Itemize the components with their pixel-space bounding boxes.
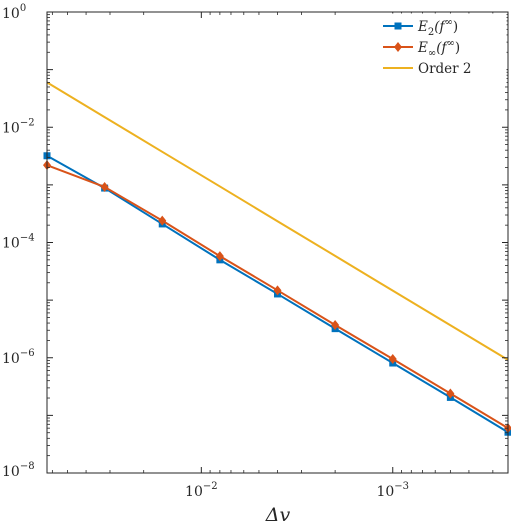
series-1-point-5 (331, 320, 340, 331)
plot-lines (43, 81, 511, 436)
legend-marker-0 (394, 22, 402, 30)
legend-label-1: E∞(f∞) (417, 38, 460, 59)
y-tick-label-2: 10−4 (2, 233, 35, 252)
x-tick-label-0: 10−2 (185, 481, 218, 500)
legend-label-2: Order 2 (418, 61, 472, 77)
series-1-point-4 (273, 285, 282, 296)
y-tick-label-0: 100 (2, 3, 26, 22)
legend-marker-1 (394, 42, 402, 52)
legend: E2(f∞)E∞(f∞) Order 2 (379, 13, 507, 84)
x-tick-label-1: 10−3 (376, 481, 409, 500)
series-1-point-2 (158, 215, 167, 226)
series-1-point-7 (446, 388, 455, 399)
tick-labels: 100 10−2 10−4 10−6 10−8 10−2 10−3 (2, 3, 409, 500)
series-1-point-1 (100, 181, 109, 192)
series-1-point-6 (388, 354, 397, 365)
y-tick-label-4: 10−8 (2, 461, 35, 480)
y-tick-label-3: 10−6 (2, 348, 35, 367)
x-axis-label: Δv (265, 504, 291, 526)
series-1-point-3 (215, 251, 224, 262)
series-line-2 (46, 81, 509, 361)
y-tick-label-1: 10−2 (2, 117, 35, 136)
legend-label-0: E2(f∞) (417, 17, 458, 38)
